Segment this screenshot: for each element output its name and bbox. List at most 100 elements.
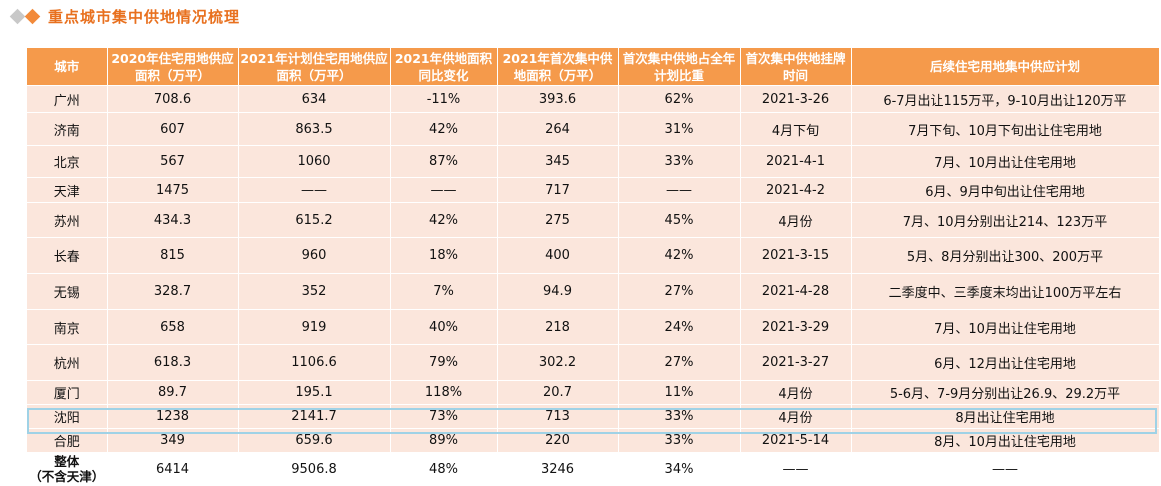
- value-cell: 73%: [390, 404, 498, 429]
- title-bar: 重点城市集中供地情况梳理: [9, 5, 241, 27]
- city-cell: 沈阳: [27, 404, 108, 429]
- value-cell: ——: [238, 177, 391, 203]
- value-cell: 2021-3-27: [740, 344, 852, 381]
- table-row: 沈阳 1238 2141.7 73% 713 33% 4月份 8月出让住宅用地: [27, 404, 1160, 429]
- value-cell: 2021-5-14: [740, 428, 852, 453]
- column-header: 2020年住宅用地供应面积（万平）: [107, 48, 239, 86]
- value-cell: 40%: [390, 309, 498, 345]
- column-header: 2021年供地面积同比变化: [390, 48, 498, 86]
- value-cell: 567: [107, 145, 239, 178]
- value-cell: 79%: [390, 344, 498, 381]
- table-row: 长春 815 960 18% 400 42% 2021-3-15 5月、8月分别出让300、2…: [27, 237, 1160, 274]
- city-cell: 广州: [27, 85, 108, 113]
- value-cell: 658: [107, 309, 239, 345]
- column-header: 首次集中供地占全年计划比重: [618, 48, 741, 86]
- city-cell: 合肥: [27, 428, 108, 453]
- value-cell: 863.5: [238, 112, 391, 146]
- page-title: 重点城市集中供地情况梳理: [48, 7, 241, 26]
- value-cell: 20.7: [497, 380, 619, 405]
- total-label-line2: （不含天津）: [29, 469, 105, 484]
- value-cell: -11%: [390, 85, 498, 113]
- value-cell: 960: [238, 237, 391, 274]
- value-cell: 89.7: [107, 380, 239, 405]
- value-cell: 1106.6: [238, 344, 391, 381]
- value-cell: 618.3: [107, 344, 239, 381]
- value-cell: 393.6: [497, 85, 619, 113]
- city-cell: 南京: [27, 309, 108, 345]
- value-cell: 607: [107, 112, 239, 146]
- value-cell: 8月、10月出让住宅用地: [851, 428, 1160, 453]
- value-cell: ——: [851, 452, 1160, 486]
- value-cell: 118%: [390, 380, 498, 405]
- value-cell: 7月、10月分别出让214、123万平: [851, 202, 1160, 238]
- value-cell: 345: [497, 145, 619, 178]
- value-cell: 87%: [390, 145, 498, 178]
- city-cell: 整体 （不含天津）: [27, 452, 108, 486]
- table-row: 苏州 434.3 615.2 42% 275 45% 4月份 7月、10月分别出让214、12…: [27, 202, 1160, 238]
- table-row: 南京 658 919 40% 218 24% 2021-3-29 7月、10月出让住宅用地: [27, 309, 1160, 345]
- column-header: 首次集中供地挂牌时间: [740, 48, 852, 86]
- value-cell: 708.6: [107, 85, 239, 113]
- value-cell: 24%: [618, 309, 741, 345]
- value-cell: 218: [497, 309, 619, 345]
- value-cell: 33%: [618, 145, 741, 178]
- value-cell: 3246: [497, 452, 619, 486]
- value-cell: 6月、12月出让住宅用地: [851, 344, 1160, 381]
- table-row: 济南 607 863.5 42% 264 31% 4月下旬 7月下旬、10月下旬出让住宅用地: [27, 112, 1160, 146]
- value-cell: 4月份: [740, 380, 852, 405]
- value-cell: 42%: [390, 202, 498, 238]
- city-cell: 杭州: [27, 344, 108, 381]
- value-cell: ——: [618, 177, 741, 203]
- table-row: 厦门 89.7 195.1 118% 20.7 11% 4月份 5-6月、7-9月分别出让26…: [27, 380, 1160, 405]
- table-row: 北京 567 1060 87% 345 33% 2021-4-1 7月、10月出让住宅用地: [27, 145, 1160, 178]
- value-cell: 31%: [618, 112, 741, 146]
- value-cell: 5-6月、7-9月分别出让26.9、29.2万平: [851, 380, 1160, 405]
- header-row: 城市 2020年住宅用地供应面积（万平） 2021年计划住宅用地供应面积（万平）…: [27, 48, 1160, 86]
- value-cell: 18%: [390, 237, 498, 274]
- value-cell: 62%: [618, 85, 741, 113]
- value-cell: 302.2: [497, 344, 619, 381]
- value-cell: 1475: [107, 177, 239, 203]
- value-cell: 9506.8: [238, 452, 391, 486]
- value-cell: 42%: [390, 112, 498, 146]
- value-cell: 713: [497, 404, 619, 429]
- table-row: 无锡 328.7 352 7% 94.9 27% 2021-4-28 二季度中、三季度末均出让…: [27, 273, 1160, 310]
- value-cell: 8月出让住宅用地: [851, 404, 1160, 429]
- diamond-orange-icon: [24, 8, 41, 24]
- value-cell: 195.1: [238, 380, 391, 405]
- city-cell: 无锡: [27, 273, 108, 310]
- value-cell: 4月份: [740, 404, 852, 429]
- value-cell: 27%: [618, 344, 741, 381]
- value-cell: 349: [107, 428, 239, 453]
- value-cell: 634: [238, 85, 391, 113]
- value-cell: 45%: [618, 202, 741, 238]
- value-cell: 4月下旬: [740, 112, 852, 146]
- value-cell: 434.3: [107, 202, 239, 238]
- table-row: 广州 708.6 634 -11% 393.6 62% 2021-3-26 6-7月出让115…: [27, 85, 1160, 113]
- value-cell: 400: [497, 237, 619, 274]
- city-cell: 北京: [27, 145, 108, 178]
- value-cell: 2021-3-15: [740, 237, 852, 274]
- value-cell: 6414: [107, 452, 239, 486]
- value-cell: 659.6: [238, 428, 391, 453]
- city-cell: 苏州: [27, 202, 108, 238]
- value-cell: 5月、8月分别出让300、200万平: [851, 237, 1160, 274]
- value-cell: 615.2: [238, 202, 391, 238]
- value-cell: 4月份: [740, 202, 852, 238]
- value-cell: 2141.7: [238, 404, 391, 429]
- value-cell: 2021-4-28: [740, 273, 852, 310]
- column-header: 2021年首次集中供地面积（万平）: [497, 48, 619, 86]
- value-cell: ——: [390, 177, 498, 203]
- value-cell: 919: [238, 309, 391, 345]
- value-cell: 48%: [390, 452, 498, 486]
- value-cell: 352: [238, 273, 391, 310]
- city-cell: 济南: [27, 112, 108, 146]
- value-cell: 7月、10月出让住宅用地: [851, 309, 1160, 345]
- value-cell: 89%: [390, 428, 498, 453]
- city-cell: 长春: [27, 237, 108, 274]
- column-header: 城市: [27, 48, 108, 86]
- value-cell: 2021-4-2: [740, 177, 852, 203]
- city-cell: 厦门: [27, 380, 108, 405]
- value-cell: 二季度中、三季度末均出让100万平左右: [851, 273, 1160, 310]
- table-row: 天津 1475 —— —— 717 —— 2021-4-2 6月、9月中旬出让住宅用地: [27, 177, 1160, 203]
